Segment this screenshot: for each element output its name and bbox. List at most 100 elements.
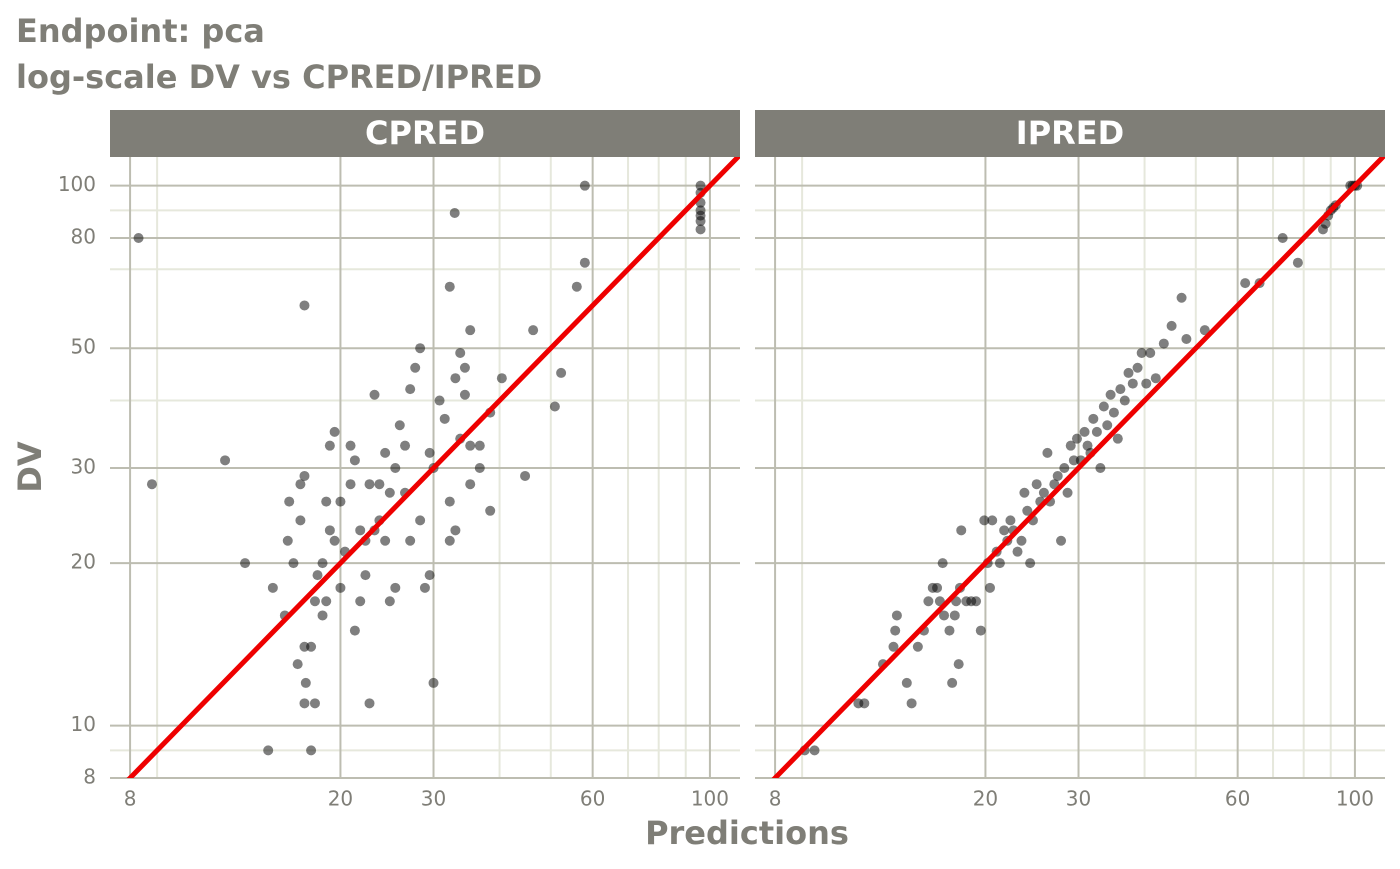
point: [1181, 334, 1192, 345]
point: [349, 455, 360, 466]
point: [133, 232, 144, 243]
point: [1240, 278, 1251, 289]
point: [410, 362, 421, 373]
point: [1199, 325, 1210, 336]
y-tick-label: 80: [71, 224, 96, 248]
identity-line: [771, 157, 1385, 778]
point: [335, 582, 346, 593]
y-tick-label: 8: [83, 765, 96, 789]
point: [360, 570, 371, 581]
point: [345, 479, 356, 490]
point: [321, 596, 332, 607]
point: [1115, 384, 1126, 395]
point: [474, 440, 485, 451]
point: [571, 281, 582, 292]
point: [579, 180, 590, 191]
point: [312, 570, 323, 581]
point: [267, 582, 278, 593]
point: [220, 455, 231, 466]
point: [465, 440, 476, 451]
point: [1112, 433, 1123, 444]
point: [324, 440, 335, 451]
point: [1132, 362, 1143, 373]
x-tick-label: 100: [691, 787, 729, 811]
point: [939, 610, 950, 621]
x-tick-label: 8: [124, 787, 137, 811]
facet-title: CPRED: [365, 114, 485, 152]
point: [444, 496, 455, 507]
point: [390, 582, 401, 593]
point: [284, 496, 295, 507]
point: [971, 596, 982, 607]
point: [405, 535, 416, 546]
point: [912, 641, 923, 652]
point: [932, 582, 943, 593]
identity-line: [126, 157, 740, 778]
point: [282, 535, 293, 546]
point: [1292, 257, 1303, 268]
points: [126, 157, 740, 778]
point: [1038, 487, 1049, 498]
point: [1166, 320, 1177, 331]
point: [300, 677, 311, 688]
point: [335, 496, 346, 507]
point: [329, 426, 340, 437]
point: [355, 596, 366, 607]
point: [146, 479, 157, 490]
point: [1091, 426, 1102, 437]
x-tick-label: 60: [1225, 787, 1250, 811]
x-axis-label: Predictions: [645, 814, 849, 852]
point: [1150, 373, 1161, 384]
point: [444, 535, 455, 546]
point: [369, 389, 380, 400]
point: [345, 440, 356, 451]
point: [556, 367, 567, 378]
point: [1095, 463, 1106, 474]
point: [956, 525, 967, 536]
y-tick-label: 10: [71, 712, 96, 736]
y-axis-label: DV: [11, 441, 49, 493]
point: [459, 362, 470, 373]
point: [424, 447, 435, 458]
x-tick-label: 20: [328, 787, 353, 811]
point: [449, 207, 460, 218]
chart-title: Endpoint: pca: [16, 12, 265, 50]
facet-strip: [110, 110, 740, 157]
point: [299, 300, 310, 311]
point: [306, 641, 317, 652]
x-tick-label: 20: [973, 787, 998, 811]
point: [923, 596, 934, 607]
point: [496, 373, 507, 384]
point: [428, 677, 439, 688]
point: [364, 479, 375, 490]
y-tick-label: 50: [71, 335, 96, 359]
point: [1005, 515, 1016, 526]
y-tick-label: 100: [58, 172, 96, 196]
point: [1022, 505, 1033, 516]
point: [890, 625, 901, 636]
point: [317, 610, 328, 621]
x-tick-label: 100: [1336, 787, 1374, 811]
point: [355, 525, 366, 536]
point: [444, 281, 455, 292]
point: [1141, 378, 1152, 389]
point: [374, 479, 385, 490]
point: [901, 677, 912, 688]
point: [288, 558, 299, 569]
point: [394, 420, 405, 431]
point: [888, 641, 899, 652]
point: [439, 413, 450, 424]
point: [695, 180, 706, 191]
point: [455, 347, 466, 358]
point: [1071, 433, 1082, 444]
point: [349, 625, 360, 636]
point: [1088, 413, 1099, 424]
point: [317, 558, 328, 569]
point: [999, 525, 1010, 536]
point: [415, 343, 426, 354]
point: [419, 582, 430, 593]
point: [364, 698, 375, 709]
point: [987, 515, 998, 526]
